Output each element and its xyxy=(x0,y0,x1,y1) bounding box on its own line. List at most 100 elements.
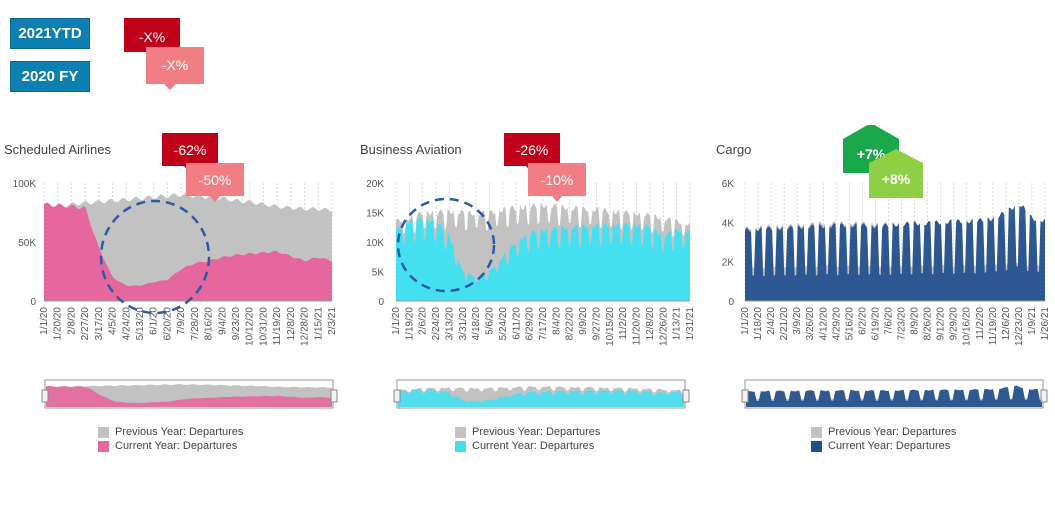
x-tick-label: 10/16/20 xyxy=(962,307,973,346)
x-tick-label: 12/6/20 xyxy=(1001,307,1012,341)
badge-ytd-label: -26% xyxy=(516,142,549,158)
legend-label: Previous Year: Departures xyxy=(115,426,244,438)
legend-swatch xyxy=(98,426,109,438)
x-tick-label: 5/24/20 xyxy=(498,307,509,341)
y-tick-label: 5K xyxy=(372,268,385,279)
x-tick-label: 8/22/20 xyxy=(565,307,576,341)
x-tick-label: 11/20/20 xyxy=(632,307,643,346)
navigator-handle-right[interactable] xyxy=(682,389,690,403)
x-tick-label: 6/20/20 xyxy=(162,307,173,341)
x-tick-label: 7/23/20 xyxy=(897,307,908,341)
legend-swatch xyxy=(98,440,109,452)
x-tick-label: 11/19/20 xyxy=(988,307,999,346)
y-tick-label: 50K xyxy=(18,238,36,249)
x-tick-label: 2/24/20 xyxy=(431,307,442,341)
x-tick-label: 12/23/20 xyxy=(1014,307,1025,346)
badge-key-light xyxy=(146,47,204,90)
highlight-circle xyxy=(396,197,496,293)
legend-cargo: Previous Year: Departures Current Year: … xyxy=(811,425,956,453)
x-tick-label: 8/4/20 xyxy=(551,307,562,335)
x-tick-label: 6/19/20 xyxy=(870,307,881,341)
x-tick-label: 7/9/20 xyxy=(176,307,187,335)
x-tick-label: 7/17/20 xyxy=(538,307,549,341)
legend-label: Previous Year: Departures xyxy=(472,426,601,438)
x-tick-label: 1/15/21 xyxy=(313,307,324,341)
x-tick-label: 6/29/20 xyxy=(525,307,536,341)
legend-swatch xyxy=(455,426,466,438)
legend-swatch xyxy=(811,426,822,438)
x-tick-label: 4/5/20 xyxy=(108,307,119,335)
legend-airlines: Previous Year: Departures Current Year: … xyxy=(98,425,243,453)
x-tick-label: 1/13/21 xyxy=(672,307,683,341)
x-tick-label: 11/2/20 xyxy=(618,307,629,340)
badge-fy xyxy=(528,163,586,202)
x-tick-label: 8/26/20 xyxy=(923,307,934,341)
x-tick-label: 9/23/20 xyxy=(231,307,242,341)
ytd-button[interactable]: 2021YTD xyxy=(10,18,90,49)
x-tick-label: 2/8/20 xyxy=(66,307,77,335)
badge-fy xyxy=(186,163,244,202)
y-tick-label: 10K xyxy=(366,238,384,249)
x-tick-label: 5/16/20 xyxy=(844,307,855,341)
x-tick-label: 12/8/20 xyxy=(286,307,297,341)
x-tick-label: 2/27/20 xyxy=(80,307,91,341)
x-tick-label: 9/27/20 xyxy=(591,307,602,341)
x-tick-label: 11/19/20 xyxy=(272,307,283,346)
navigator-handle-right[interactable] xyxy=(330,389,338,403)
chart-airlines: 100K 50K 01/1/20 1/20/20 2/8/20 2/27/20 3/17/2… xyxy=(13,133,338,346)
x-tick-label: 8/16/20 xyxy=(204,307,215,341)
series-current-year xyxy=(396,216,690,301)
x-tick-label: 3/26/20 xyxy=(805,307,816,341)
x-tick-label: 12/28/20 xyxy=(300,307,311,346)
y-tick-label: 0 xyxy=(30,297,36,308)
badge-ytd-label: +7% xyxy=(857,146,886,162)
x-tick-label: 1/26/21 xyxy=(1040,307,1051,341)
x-tick-label: 11/2/20 xyxy=(975,307,986,340)
badge-fy-label: +8% xyxy=(882,171,911,187)
legend-item-previous[interactable]: Previous Year: Departures xyxy=(98,425,243,439)
navigator-handle-right[interactable] xyxy=(1040,389,1048,403)
y-tick-label: 2K xyxy=(722,258,735,269)
x-tick-label: 12/8/20 xyxy=(645,307,656,341)
navigator-handle-left[interactable] xyxy=(741,389,749,403)
x-tick-label: 5/13/20 xyxy=(135,307,146,341)
x-tick-label: 7/6/20 xyxy=(883,307,894,335)
legend-item-current[interactable]: Current Year: Departures xyxy=(811,439,956,453)
chart-cargo: 6K 4K 2K 0 1/1/20 1/18/20 2/4/20 2/21/20 3/9/20 3… xyxy=(722,125,1051,346)
navigator-cargo[interactable] xyxy=(740,376,1050,412)
navigator-handle-left[interactable] xyxy=(393,389,401,403)
navigator-business[interactable] xyxy=(392,376,692,412)
legend-item-previous[interactable]: Previous Year: Departures xyxy=(811,425,956,439)
navigator-handle-left[interactable] xyxy=(41,389,49,403)
badge-ytd-label: -62% xyxy=(174,142,207,158)
badge-fy-label: -10% xyxy=(541,172,574,188)
y-tick-label: 0 xyxy=(728,297,734,308)
legend-item-current[interactable]: Current Year: Departures xyxy=(98,439,243,453)
legend-label: Previous Year: Departures xyxy=(828,426,957,438)
legend-item-previous[interactable]: Previous Year: Departures xyxy=(455,425,600,439)
x-tick-label: 1/1/20 xyxy=(391,307,402,335)
x-tick-label: 6/11/20 xyxy=(511,307,522,340)
x-tick-label: 4/29/20 xyxy=(831,307,842,341)
legend-swatch xyxy=(455,440,466,452)
fy-button[interactable]: 2020 FY xyxy=(10,61,90,92)
series-current-year xyxy=(745,205,1045,301)
badge-key-light-label: -X% xyxy=(162,57,188,73)
x-tick-label: 6/1/20 xyxy=(149,307,160,335)
panel-title-airlines: Scheduled Airlines xyxy=(4,142,111,157)
navigator-series-current xyxy=(746,385,1042,407)
y-tick-label: 4K xyxy=(722,218,735,229)
x-tick-label: 4/18/20 xyxy=(471,307,482,341)
legend-business: Previous Year: Departures Current Year: … xyxy=(455,425,600,453)
x-tick-label: 4/12/20 xyxy=(818,307,829,341)
x-tick-label: 1/1/20 xyxy=(39,307,50,335)
x-tick-label: 1/9/21 xyxy=(1027,307,1038,335)
legend-item-current[interactable]: Current Year: Departures xyxy=(455,439,600,453)
y-tick-label: 0 xyxy=(378,297,384,308)
x-tick-label: 10/31/20 xyxy=(258,307,269,346)
x-tick-label: 8/9/20 xyxy=(910,307,921,335)
navigator-airlines[interactable] xyxy=(40,376,340,412)
x-tick-label: 12/26/20 xyxy=(658,307,669,346)
navigator-series-current xyxy=(398,388,684,407)
legend-swatch xyxy=(811,440,822,452)
